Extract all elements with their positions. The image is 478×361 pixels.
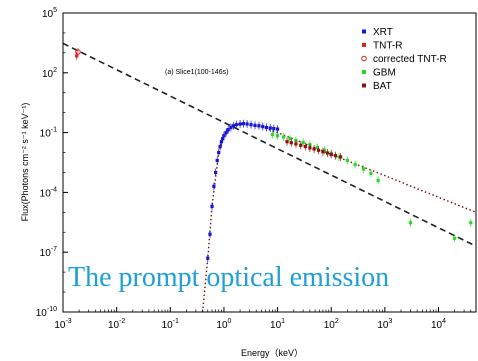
legend-label: corrected TNT-R	[373, 54, 447, 65]
gbm-point	[322, 148, 327, 152]
bat-point	[329, 152, 333, 157]
gbm-point	[353, 162, 357, 167]
plot-content	[63, 42, 476, 312]
x-axis-title: Energy（keV）	[241, 348, 303, 358]
plot-area	[63, 42, 476, 312]
gbm-point	[361, 167, 366, 171]
bat-point	[312, 147, 316, 151]
xrt-point	[264, 125, 269, 130]
y-tick-label: 10-10	[36, 306, 57, 319]
xrt-point	[268, 126, 272, 130]
legend-label: GBM	[373, 68, 396, 79]
bat-point	[303, 144, 307, 149]
spectral-model-line	[201, 123, 476, 312]
gbm-point	[453, 236, 457, 240]
gbm-point	[376, 178, 380, 182]
y-tick-label: 10-7	[40, 246, 57, 259]
xrt-point	[217, 150, 221, 155]
xrt-point	[272, 126, 276, 131]
xrt-point	[234, 123, 238, 127]
gbm-point	[282, 135, 286, 139]
gbm-point	[275, 134, 280, 138]
xrt-point	[231, 124, 235, 128]
x-tick-label: 102	[324, 318, 339, 331]
x-tick-label: 101	[270, 318, 285, 331]
corrected-tnt-r-point	[75, 49, 81, 55]
gbm-point	[315, 145, 319, 150]
bat-point	[285, 140, 289, 144]
tnt-r-point	[75, 54, 79, 58]
bat-point	[333, 154, 338, 158]
overlay-caption: The prompt optical emission	[68, 262, 389, 293]
xrt-point	[238, 122, 242, 126]
x-tick-label: 10-3	[54, 318, 71, 331]
xrt-point	[214, 170, 218, 175]
bat-point	[316, 148, 321, 152]
xrt-point	[226, 128, 230, 132]
bat-point	[294, 142, 298, 146]
gbm-point	[369, 171, 373, 175]
gbm-point	[301, 140, 305, 145]
xrt-point	[229, 125, 233, 130]
xrt-point	[222, 134, 226, 138]
bat-point	[308, 146, 312, 150]
xrt-point	[221, 137, 225, 141]
gbm-point	[408, 221, 413, 225]
bat-point	[289, 141, 293, 145]
legend-marker	[362, 43, 366, 47]
xrt-point	[210, 204, 214, 208]
y-tick-label: 102	[42, 67, 57, 80]
y-tick-label: 10-4	[40, 186, 57, 199]
legend-marker	[362, 29, 366, 34]
xrt-point	[224, 131, 228, 135]
bat-point	[325, 151, 330, 155]
legend-marker	[362, 83, 366, 88]
x-tick-label: 104	[431, 318, 446, 331]
xrt-point	[219, 140, 224, 144]
xrt-point	[245, 122, 249, 126]
legend-label: TNT-R	[373, 41, 402, 52]
xrt-point	[275, 127, 280, 131]
gbm-point	[345, 158, 349, 163]
bat-point	[321, 150, 325, 154]
xrt-point	[253, 123, 257, 127]
bat-point	[299, 143, 303, 147]
legend-label: BAT	[373, 81, 392, 92]
xrt-point	[215, 158, 219, 163]
xrt-point	[241, 122, 245, 126]
gbm-point	[337, 155, 341, 159]
legend-label: XRT	[373, 27, 393, 38]
xrt-point	[208, 232, 212, 236]
x-tick-label: 10-1	[162, 318, 179, 331]
legend: XRT TNT-R corrected TNT-R GBM BAT	[361, 27, 447, 92]
xrt-point	[249, 123, 253, 127]
y-tick-label: 105	[42, 7, 57, 20]
axis-ticks: 10-3 10-2 10-1 100 101 102 103 104 10-10 10-7 10-4…	[36, 7, 477, 331]
x-tick-label: 103	[377, 318, 392, 331]
bat-point	[339, 155, 343, 159]
xrt-point	[212, 184, 216, 188]
chart-annotation: (a) Slice1(100-146s)	[165, 69, 228, 76]
y-tick-label: 10-1	[40, 127, 57, 140]
xrt-point	[257, 124, 261, 128]
gbm-point	[270, 132, 274, 137]
gbm-point	[469, 221, 473, 225]
power-law-model-line	[63, 42, 476, 247]
xrt-point	[218, 144, 222, 149]
xrt-point	[261, 124, 265, 129]
gbm-point	[288, 137, 292, 141]
x-tick-label: 100	[216, 318, 231, 331]
y-axis-title: Flux(Photons cm⁻² s⁻¹ keV⁻¹)	[20, 103, 30, 222]
xrt-point	[206, 256, 210, 260]
x-tick-label: 10-2	[108, 318, 125, 331]
legend-marker	[361, 55, 367, 62]
legend-marker	[362, 70, 366, 74]
